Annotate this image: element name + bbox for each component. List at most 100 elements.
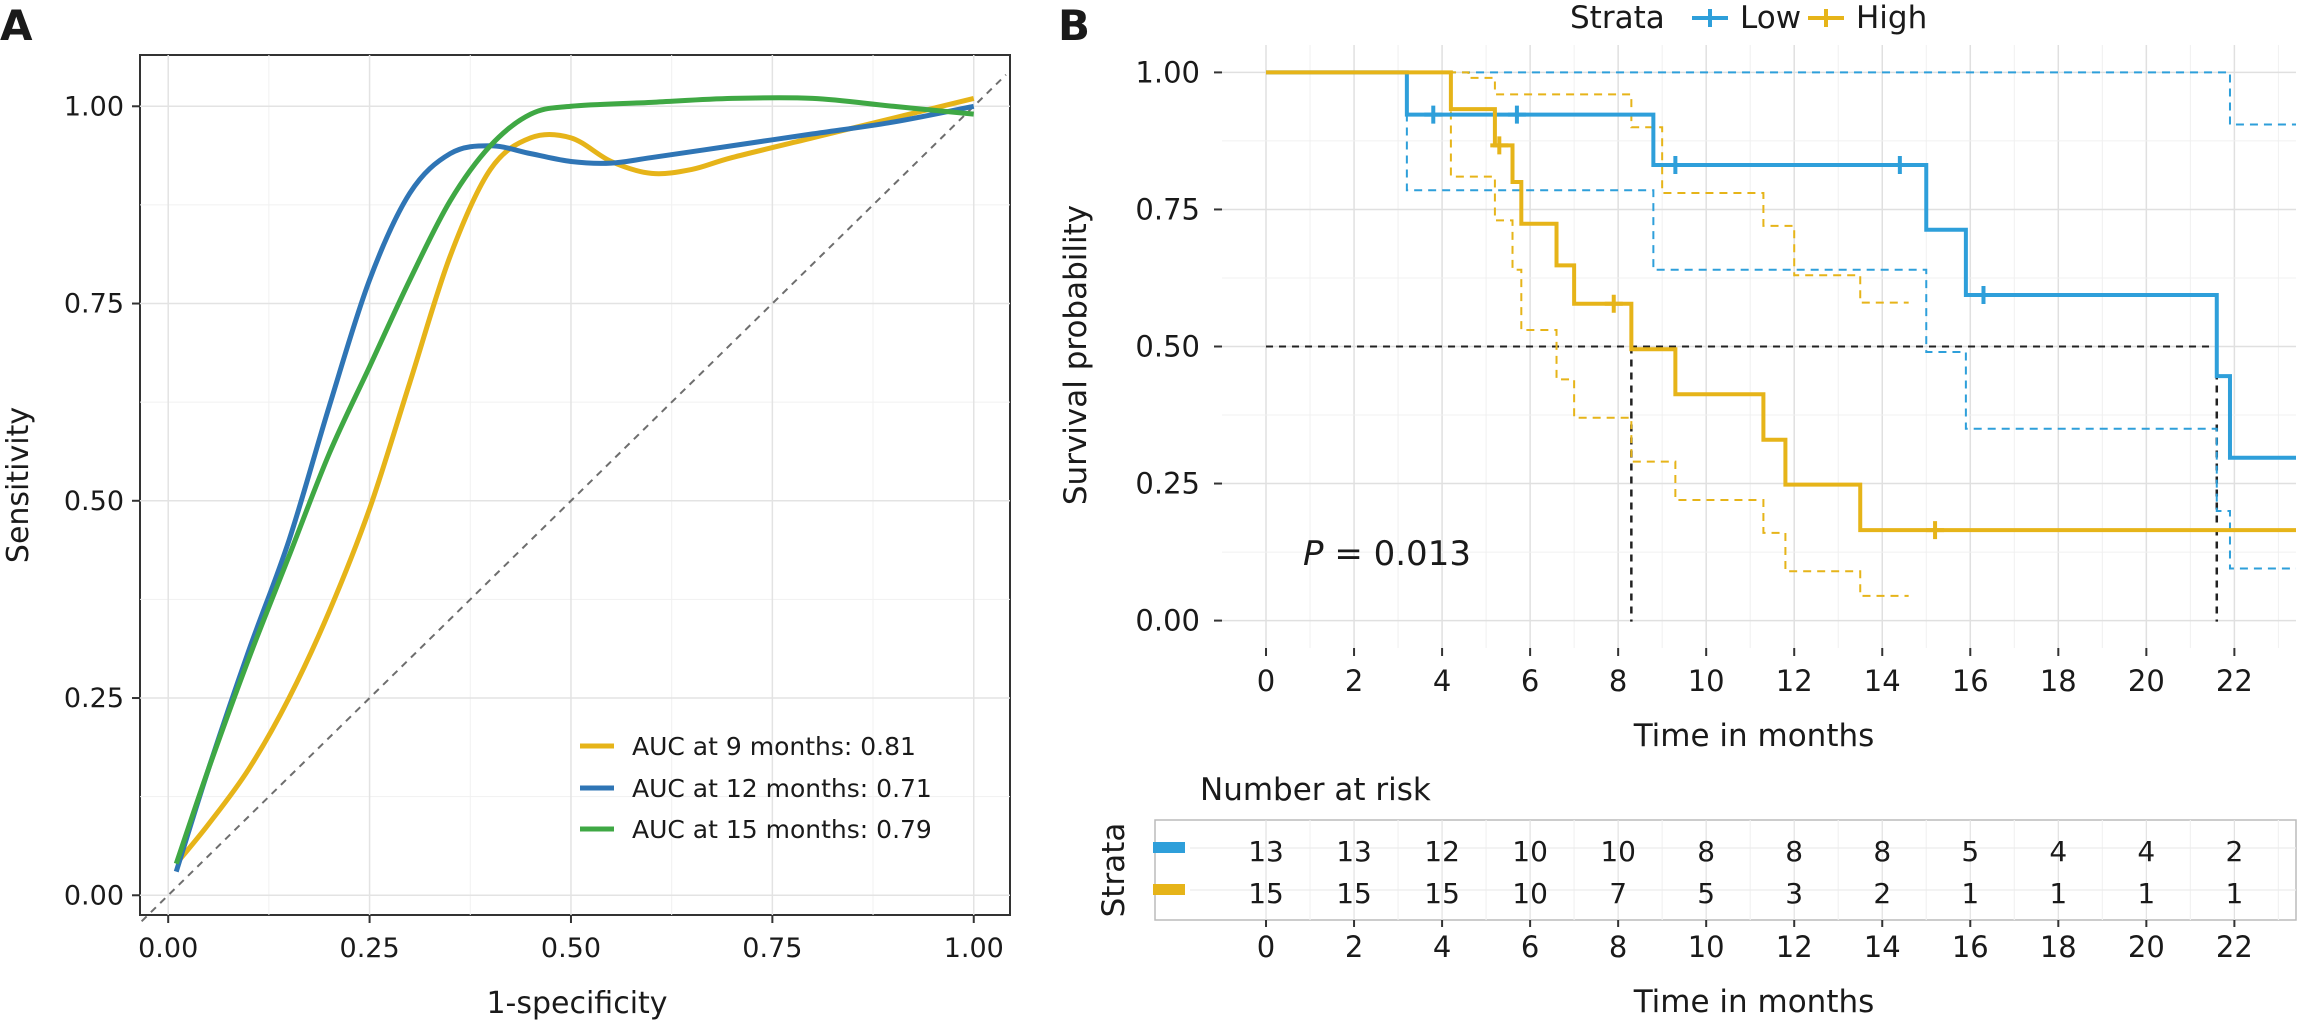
km-p-label: P [1303,534,1324,574]
km-survival-curves [1266,70,2296,533]
risk-cell-high: 1 [2225,877,2243,910]
km-legend: Strata Low High [1570,0,1927,36]
risk-x-tick-label: 20 [2128,930,2165,964]
km-x-axis-label: Time in months [1633,718,1875,754]
km-x-tick-label: 4 [1433,664,1451,698]
legend-label-9-months: AUC at 9 months: 0.81 [632,732,916,761]
roc-x-axis-label: 1-specificity [486,986,667,1021]
km-chart: B Strata Low High 0 2 4 6 8 10 12 14 16 18 20 22 0.… [1058,0,2296,754]
km-x-tick-label: 2 [1345,664,1363,698]
roc-y-tick-label: 0.25 [64,683,124,714]
risk-swatch-low [1153,842,1185,853]
roc-y-axis-label: Sensitivity [1,407,36,563]
risk-x-tick-label: 0 [1257,930,1275,964]
risk-table-x-ticks: 0 2 4 6 8 10 12 14 16 18 20 22 [1257,920,2253,964]
risk-cell-low: 10 [1512,835,1548,868]
km-censor-mark-high [1604,294,1623,313]
km-curve-high [1266,70,2296,533]
km-grid [1222,45,2296,648]
km-y-tick-label: 0.75 [1135,192,1200,226]
km-y-tick-label: 0.00 [1135,604,1200,638]
km-ci-lower-high [1266,71,1909,597]
risk-cell-high: 10 [1512,877,1548,910]
risk-cell-low: 8 [1873,835,1891,868]
km-censor-mark-low [1507,105,1526,124]
km-legend-title: Strata [1570,0,1665,36]
km-y-tick-label: 1.00 [1135,55,1200,89]
risk-cell-high: 1 [2049,877,2067,910]
risk-table: Number at risk 13 13 12 10 10 8 8 8 5 4 4 215 15 15 10… [1096,772,2297,1020]
km-censor-mark-low [1974,285,1993,304]
km-x-tick-label: 0 [1257,664,1275,698]
legend-label-high: High [1856,0,1927,36]
roc-y-ticks: 0.00 0.25 0.50 0.75 1.00 [64,91,140,911]
km-x-tick-label: 10 [1688,664,1725,698]
km-x-tick-label: 18 [2040,664,2077,698]
roc-x-tick-label: 0.00 [138,933,198,964]
km-x-tick-label: 12 [1776,664,1813,698]
km-censor-mark-high [1926,521,1945,540]
roc-x-tick-label: 1.00 [944,933,1004,964]
roc-curve-9-months [174,95,975,866]
km-ci-lower-low [1266,71,2296,570]
roc-y-tick-label: 0.00 [64,880,124,911]
km-censor-marks [1424,105,1993,540]
km-ci-upper-low [1266,71,2296,126]
roc-y-tick-label: 0.50 [64,486,124,517]
km-median-lines [1266,345,2219,622]
roc-x-tick-label: 0.25 [340,933,400,964]
km-y-tick-label: 0.25 [1135,467,1200,501]
risk-cell-high: 1 [2137,877,2155,910]
risk-cell-low: 4 [2137,835,2155,868]
legend-label-15-months: AUC at 15 months: 0.79 [632,815,932,844]
risk-table-grid [1190,820,2296,920]
km-ci-upper-high [1266,71,1909,304]
roc-y-tick-label: 1.00 [64,91,124,122]
km-x-tick-label: 22 [2216,664,2253,698]
risk-cell-low: 13 [1248,835,1284,868]
km-y-ticks: 0.00 0.25 0.50 0.75 1.00 [1135,55,1222,638]
km-curve-low [1266,70,2296,460]
risk-cell-low: 10 [1600,835,1636,868]
risk-table-area [1154,819,2297,921]
risk-cell-low: 4 [2049,835,2067,868]
risk-cell-high: 15 [1424,877,1460,910]
km-p-value: P = 0.013 [1303,534,1471,574]
panel-a-letter: A [0,1,33,50]
km-censor-mark-low [1666,156,1685,175]
roc-curves [173,95,975,873]
km-censor-mark-high [1490,136,1509,155]
risk-x-tick-label: 14 [1864,930,1901,964]
roc-x-ticks: 0.00 0.25 0.50 0.75 1.00 [138,915,1004,964]
panel-b-letter: B [1058,1,1090,50]
roc-x-tick-label: 0.50 [541,933,601,964]
risk-cell-low: 13 [1336,835,1372,868]
risk-x-tick-label: 8 [1609,930,1627,964]
risk-cell-high: 15 [1248,877,1284,910]
risk-table-title: Number at risk [1200,772,1431,808]
risk-table-cells: 13 13 12 10 10 8 8 8 5 4 4 2 15 15 15 10 7 5 3 2 1 1 1 1 [1248,835,2243,910]
risk-x-tick-label: 10 [1688,930,1725,964]
risk-x-tick-label: 6 [1521,930,1539,964]
risk-x-tick-label: 16 [1952,930,1989,964]
km-confidence-bands [1266,71,2296,597]
km-y-axis-label: Survival probability [1058,205,1094,505]
risk-cell-high: 2 [1873,877,1891,910]
km-x-tick-label: 14 [1864,664,1901,698]
risk-x-tick-label: 18 [2040,930,2077,964]
risk-cell-high: 3 [1785,877,1803,910]
km-x-tick-label: 20 [2128,664,2165,698]
risk-cell-low: 8 [1697,835,1715,868]
risk-swatch-high [1153,884,1185,895]
risk-cell-low: 8 [1785,835,1803,868]
legend-label-12-months: AUC at 12 months: 0.71 [632,774,932,803]
risk-cell-high: 1 [1961,877,1979,910]
risk-table-y-label: Strata [1096,823,1132,918]
km-censor-mark-low [1890,156,1909,175]
legend-label-low: Low [1740,0,1801,36]
roc-x-tick-label: 0.75 [742,933,802,964]
risk-x-tick-label: 22 [2216,930,2253,964]
roc-curve-15-months [173,95,974,865]
km-x-tick-label: 16 [1952,664,1989,698]
